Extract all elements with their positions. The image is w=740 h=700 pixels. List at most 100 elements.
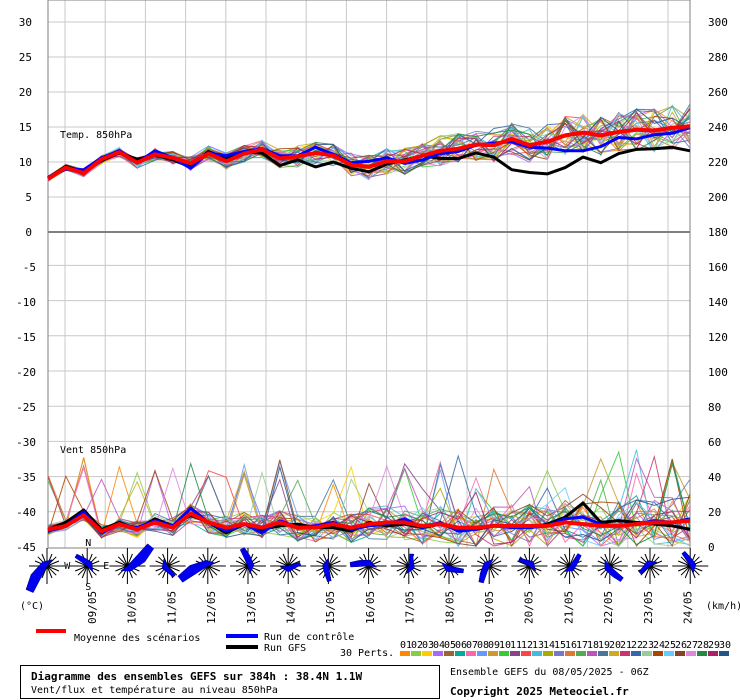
rose-petal bbox=[406, 553, 415, 575]
y-tick-right: 140 bbox=[708, 296, 728, 309]
legend-member-number: 27 bbox=[686, 640, 698, 651]
legend-gfs-label: Run GFS bbox=[264, 643, 306, 654]
wind-rose bbox=[390, 548, 427, 584]
wind-rose bbox=[632, 548, 668, 584]
rose-spoke bbox=[328, 560, 341, 567]
legend-member-number: 28 bbox=[697, 640, 709, 651]
x-tick-label: 24/05 bbox=[682, 591, 695, 624]
legend-member-swatch bbox=[466, 651, 476, 656]
rose-spoke bbox=[368, 565, 379, 576]
rose-spoke bbox=[287, 556, 298, 567]
x-tick-label: 23/05 bbox=[642, 591, 655, 624]
legend-member-number: 23 bbox=[642, 640, 654, 651]
x-tick-label: 22/05 bbox=[602, 591, 615, 624]
legend-member-number: 18 bbox=[587, 640, 599, 651]
legend-member-number: 21 bbox=[620, 640, 632, 651]
rose-spoke bbox=[46, 565, 53, 579]
mean-temp-line bbox=[46, 124, 691, 181]
rose-spoke bbox=[523, 565, 530, 579]
legend-member-number: 05 bbox=[444, 640, 456, 651]
y-tick-left: -30 bbox=[16, 436, 36, 449]
rose-petal bbox=[638, 560, 658, 575]
control-temp-line bbox=[47, 126, 691, 179]
rose-spoke bbox=[560, 556, 570, 567]
rose-spoke bbox=[399, 565, 410, 576]
legend-member-number: 19 bbox=[598, 640, 610, 651]
x-tick-label: 19/05 bbox=[483, 591, 496, 624]
rose-spoke bbox=[202, 565, 209, 579]
legend-member-swatch bbox=[642, 651, 652, 656]
rose-spoke bbox=[117, 556, 128, 567]
x-tick-label: 09/05 bbox=[86, 591, 99, 624]
rose-spoke bbox=[363, 565, 370, 579]
legend-member-swatch bbox=[708, 651, 718, 656]
rose-spoke bbox=[126, 553, 133, 567]
legend-perts-label: 30 Perts. bbox=[340, 648, 394, 659]
legend-member-swatch bbox=[477, 651, 487, 656]
legend-member-number: 11 bbox=[510, 640, 522, 651]
rose-spoke bbox=[680, 556, 691, 567]
rose-spoke bbox=[609, 565, 622, 572]
y-tick-right: 280 bbox=[708, 51, 728, 64]
legend-member-swatch bbox=[543, 651, 553, 656]
y-tick-left: -5 bbox=[23, 261, 36, 274]
wind-rose bbox=[149, 548, 186, 584]
wind-rose bbox=[591, 548, 628, 584]
rose-spoke bbox=[276, 560, 289, 567]
rose-spoke bbox=[46, 560, 60, 567]
rose-spoke bbox=[403, 553, 410, 567]
legend-member-number: 04 bbox=[433, 640, 445, 651]
rose-spoke bbox=[443, 553, 450, 567]
legend-member-number: 02 bbox=[411, 640, 423, 651]
compass-n: N bbox=[85, 538, 91, 549]
legend-member-swatch bbox=[532, 651, 542, 656]
legend-mean-label: Moyenne des scénarios bbox=[74, 632, 200, 644]
y-tick-left: -15 bbox=[16, 331, 36, 344]
y-tick-left: -10 bbox=[16, 296, 36, 309]
legend-member-number: 20 bbox=[609, 640, 621, 651]
unit-left: (°C) bbox=[20, 601, 44, 612]
chart-grid bbox=[47, 0, 691, 549]
rose-spoke bbox=[359, 565, 369, 576]
rose-spoke bbox=[609, 560, 622, 567]
y-tick-left: -25 bbox=[16, 401, 36, 414]
rose-spoke bbox=[121, 553, 128, 567]
rose-spoke bbox=[488, 556, 499, 567]
rose-spoke bbox=[328, 556, 338, 567]
legend-member-number: 09 bbox=[488, 640, 500, 651]
rose-spoke bbox=[564, 553, 571, 567]
x-tick-label: 17/05 bbox=[404, 591, 417, 624]
wind-rose bbox=[109, 543, 155, 584]
legend-member-number: 12 bbox=[521, 640, 533, 651]
y-tick-right: 220 bbox=[708, 156, 728, 169]
legend-member-number: 03 bbox=[422, 640, 434, 651]
rose-spoke bbox=[242, 565, 249, 579]
legend-member-swatch bbox=[400, 651, 410, 656]
rose-spoke bbox=[519, 565, 530, 576]
wind-rose bbox=[310, 548, 347, 584]
wind-rose bbox=[177, 548, 226, 584]
legend-member-number: 08 bbox=[477, 640, 489, 651]
chart-legend: Moyenne des scénarios Run de contrôleRun … bbox=[36, 629, 731, 659]
legend-member-swatch bbox=[719, 651, 729, 656]
rose-spoke bbox=[489, 565, 502, 572]
chart-axes: 302520151050300280260240220200180-5-10-1… bbox=[16, 16, 740, 624]
x-tick-label: 18/05 bbox=[443, 591, 456, 624]
rose-spoke bbox=[439, 556, 450, 567]
y-tick-left: 30 bbox=[19, 16, 32, 29]
rose-petal bbox=[518, 557, 537, 572]
rose-petal bbox=[322, 557, 332, 583]
rose-spoke bbox=[609, 553, 616, 567]
rose-spoke bbox=[368, 565, 381, 572]
rose-spoke bbox=[46, 565, 60, 572]
legend-member-number: 26 bbox=[675, 640, 687, 651]
rose-petal bbox=[120, 543, 155, 572]
member-wind-line bbox=[47, 470, 691, 547]
y-tick-left: 10 bbox=[19, 156, 32, 169]
legend-member-swatch bbox=[653, 651, 663, 656]
rose-spoke bbox=[609, 556, 620, 567]
rose-spoke bbox=[115, 565, 128, 572]
legend-member-swatch bbox=[422, 651, 432, 656]
y-tick-right: 40 bbox=[708, 471, 721, 484]
